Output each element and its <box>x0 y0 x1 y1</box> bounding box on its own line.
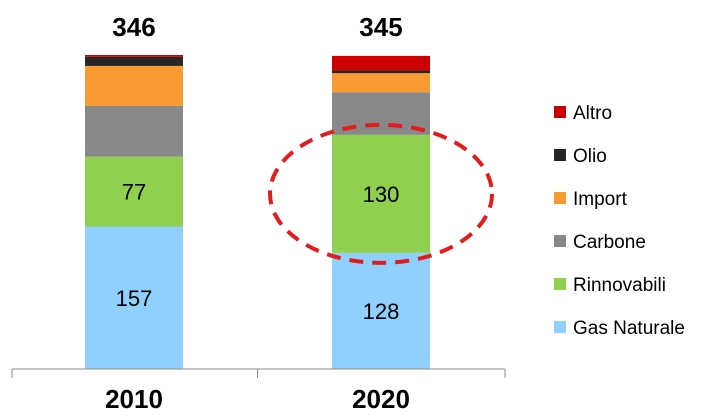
bar-segment-altro-2010 <box>85 55 183 57</box>
legend-label: Altro <box>573 103 612 124</box>
data-label: 128 <box>363 299 400 324</box>
x-axis: 2010 2020 <box>11 368 506 414</box>
legend-swatch <box>554 235 566 247</box>
data-labels-layer: 157 77 346 128 130 345 <box>112 12 402 324</box>
bar-segment-olio-2010 <box>85 56 183 66</box>
legend-swatch <box>554 278 566 290</box>
total-label: 346 <box>112 12 155 42</box>
legend-swatch <box>554 192 566 204</box>
legend-label: Olio <box>573 146 607 167</box>
total-label: 345 <box>359 12 402 42</box>
data-label: 157 <box>116 286 153 311</box>
legend-swatch <box>554 149 566 161</box>
bar-segment-olio-2020 <box>332 70 430 74</box>
legend-label: Carbone <box>573 232 646 253</box>
category-label: 2010 <box>105 384 163 414</box>
data-label: 77 <box>122 180 146 205</box>
legend-label: Import <box>573 189 628 210</box>
annotation-layer <box>268 122 494 265</box>
legend-swatch <box>554 106 566 118</box>
bar-segment-rinnovabili-2010 <box>85 156 183 227</box>
bar-segment-carbone-2010 <box>85 105 183 157</box>
data-label: 130 <box>363 182 400 207</box>
bar-segment-import-2020 <box>332 73 430 93</box>
bar-segment-import-2010 <box>85 65 183 106</box>
category-label: 2020 <box>352 384 410 414</box>
bar-segment-rinnovabili-2020 <box>332 134 430 253</box>
highlight-ellipse <box>268 122 494 265</box>
bar-segment-gas-naturale-2010 <box>85 226 183 369</box>
legend-label: Rinnovabili <box>573 275 666 296</box>
bar-segment-altro-2020 <box>332 55 430 71</box>
bars-layer <box>85 55 430 369</box>
bar-segment-gas-naturale-2020 <box>332 252 430 369</box>
legend: Altro Olio Import Carbone Rinnovabili Gas Nat… <box>554 103 685 339</box>
legend-label: Gas Naturale <box>573 318 685 339</box>
legend-swatch <box>554 321 566 333</box>
